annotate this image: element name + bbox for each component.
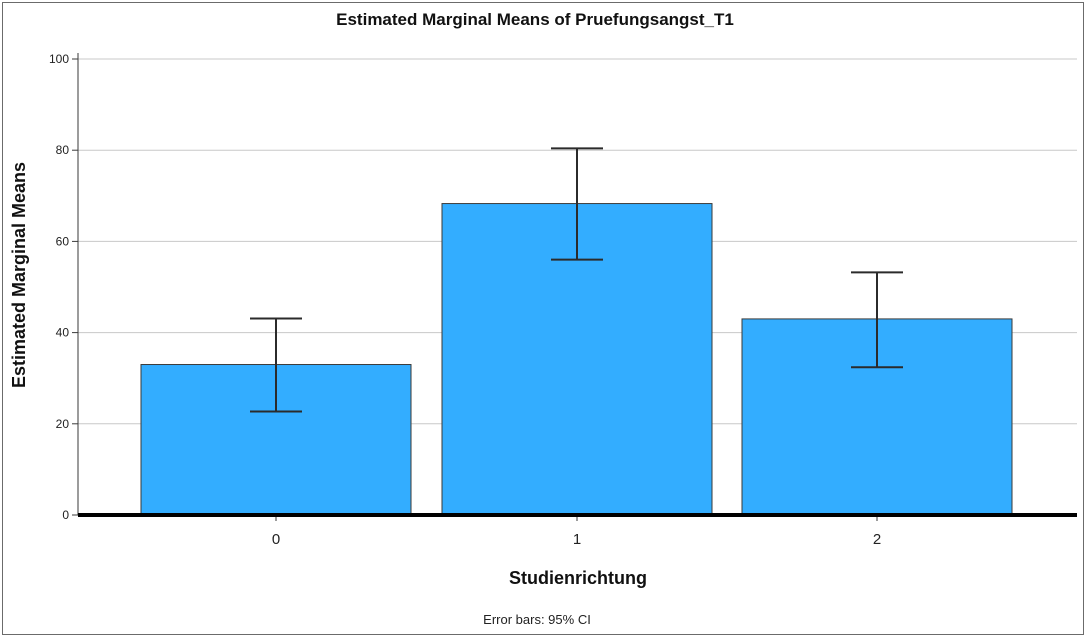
y-tick-label: 80	[56, 143, 70, 157]
x-tick-label-1: 1	[573, 531, 581, 548]
y-tick-label: 0	[62, 508, 69, 522]
error-bars	[250, 147, 903, 413]
x-tick-label-0: 0	[272, 531, 280, 548]
x-axis-ticks: 0 1 2	[272, 515, 881, 548]
error-bar-1	[551, 147, 603, 261]
y-tick-label: 20	[56, 417, 70, 431]
error-bars-footnote: Error bars: 95% CI	[483, 612, 591, 627]
y-axis-title: Estimated Marginal Means	[9, 162, 29, 388]
x-axis-title: Studienrichtung	[509, 568, 647, 588]
y-tick-label: 60	[56, 234, 70, 248]
y-axis-ticks: 0 20 40 60 80 100	[49, 52, 78, 522]
error-bar-0	[250, 317, 302, 413]
x-tick-label-2: 2	[873, 531, 881, 548]
error-bar-2	[851, 271, 903, 369]
y-tick-label: 40	[56, 326, 70, 340]
chart-title: Estimated Marginal Means of Pruefungsang…	[336, 10, 734, 29]
y-tick-label: 100	[49, 52, 69, 66]
bar-chart: Estimated Marginal Means of Pruefungsang…	[9, 10, 1077, 627]
